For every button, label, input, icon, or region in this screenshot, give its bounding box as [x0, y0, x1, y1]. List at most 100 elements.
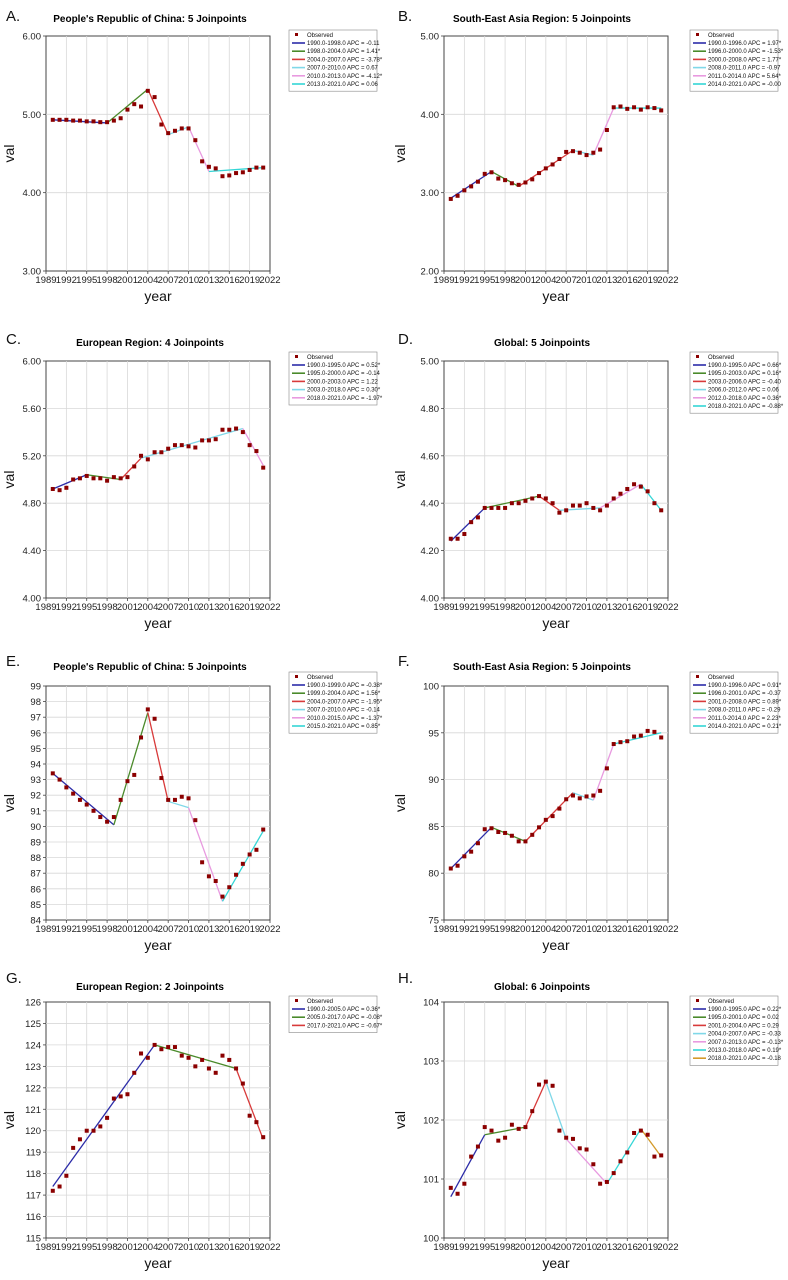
segment-line — [187, 807, 224, 902]
observed-point — [543, 817, 548, 822]
legend-entry: 2013.0-2021.0 APC = 0.06 — [307, 82, 379, 88]
observed-point — [220, 894, 225, 899]
y-axis: 100 101 102 103 104 — [423, 998, 668, 1245]
observed-point — [523, 498, 528, 503]
x-tick-label: 2022 — [259, 275, 280, 286]
observed-point — [125, 1092, 130, 1097]
legend-box — [288, 995, 378, 1033]
observed-point — [598, 788, 603, 793]
observed-point — [618, 740, 623, 745]
observed-point — [638, 1128, 643, 1133]
observed-point — [71, 1145, 76, 1150]
observed-point — [577, 1146, 582, 1151]
segment-line — [538, 495, 560, 511]
observed-point — [71, 791, 76, 796]
observed-point — [475, 1144, 480, 1149]
segment-line — [242, 428, 264, 466]
observed-point — [152, 95, 157, 100]
y-tick-label: 126 — [25, 998, 41, 1009]
legend-observed-marker — [696, 675, 699, 678]
x-tick-label: 2004 — [137, 275, 158, 286]
y-axis-label: val — [392, 794, 408, 812]
observed-point — [455, 536, 460, 541]
y-tick-label: 3.00 — [23, 267, 42, 278]
segment-line — [572, 149, 594, 156]
legend-entry: 1990.0-1996.0 APC = 1.97* — [708, 41, 782, 47]
observed-point — [632, 1130, 637, 1135]
segment-line — [524, 1081, 547, 1128]
observed-point — [645, 105, 650, 110]
y-tick-label: 4.20 — [421, 546, 440, 557]
legend-entry: 1995.0-2001.0 APC = 0.02 — [708, 1015, 780, 1021]
y-axis: 4.00 4.40 4.80 5.20 5.60 6.00 — [23, 357, 270, 605]
segment-line — [147, 89, 169, 135]
legend-observed-label: Observed — [307, 999, 333, 1005]
observed-point — [261, 827, 266, 832]
legend-entry: 1990.0-1995.0 APC = 0.66* — [708, 363, 782, 369]
legend-observed-marker — [696, 999, 699, 1002]
observed-point — [145, 1055, 150, 1060]
legend-observed-marker — [295, 999, 298, 1002]
observed-point — [200, 860, 205, 865]
panel-b: B. South-East Asia Region: 5 Joinpoints 19… — [392, 8, 784, 304]
observed-point — [118, 116, 123, 121]
observed-point — [152, 450, 157, 455]
legend-entry: 1996.0-2001.0 APC = -0.37 — [708, 691, 782, 697]
x-tick-label: 2010 — [576, 275, 597, 286]
panel-letter: B. — [398, 8, 412, 25]
y-tick-label: 5.60 — [23, 404, 42, 415]
observed-point — [475, 841, 480, 846]
y-tick-label: 122 — [25, 1083, 41, 1094]
y-tick-label: 75 — [428, 916, 439, 927]
legend-entry: 2018.0-2021.0 APC = -0.88* — [708, 404, 784, 410]
observed-point — [652, 501, 657, 506]
legend-entry: 2014.0-2021.0 APC = -0.00 — [708, 82, 782, 88]
observed-point — [111, 475, 116, 480]
x-tick-label: 2001 — [515, 1242, 536, 1253]
observed-point — [57, 488, 62, 493]
observed-point — [77, 797, 82, 802]
observed-point — [509, 501, 514, 506]
segment-line — [52, 1044, 156, 1187]
y-tick-label: 100 — [423, 1234, 439, 1245]
observed-point — [213, 879, 218, 883]
observed-point — [84, 802, 89, 807]
observed-point — [584, 153, 589, 158]
observed-point — [105, 478, 110, 483]
observed-point — [645, 728, 650, 733]
observed-point — [64, 485, 69, 490]
observed-point — [213, 1070, 218, 1075]
segment-line — [147, 712, 169, 802]
observed-point — [570, 793, 575, 798]
legend-entry: 1990.0-1995.0 APC = 0.22* — [708, 1007, 782, 1013]
observed-point — [261, 465, 266, 470]
observed-point — [530, 832, 535, 837]
x-axis-label: year — [542, 1255, 570, 1271]
y-tick-label: 85 — [428, 822, 439, 833]
observed-point — [462, 188, 467, 193]
x-axis: 1989 1992 1995 1998 2001 2004 2007 2010 2013 2016… — [35, 36, 281, 286]
observed-point — [523, 1125, 528, 1130]
observed-point — [172, 1045, 177, 1050]
observed-point — [530, 496, 535, 501]
observed-point — [111, 118, 116, 123]
observed-point — [172, 443, 177, 448]
observed-point — [179, 126, 184, 131]
segment-line — [221, 830, 264, 902]
observed-point — [489, 826, 494, 831]
observed-point — [145, 88, 150, 93]
observed-point — [105, 819, 110, 824]
legend: Observed 1990.0-1998.0 APC = -0.11 1998.0-… — [288, 29, 383, 92]
y-axis-label: val — [1, 471, 17, 489]
plot-frame — [45, 35, 271, 272]
y-tick-label: 115 — [26, 1234, 41, 1245]
x-tick-label: 2016 — [219, 924, 240, 935]
observed-point — [543, 166, 548, 171]
x-tick-label: 1992 — [56, 275, 77, 286]
observed-point — [659, 508, 664, 513]
observed-point — [139, 735, 144, 740]
legend-entry: 2011.0-2014.0 APC = 5.64* — [708, 74, 781, 80]
observed-point — [139, 1051, 144, 1056]
y-tick-label: 87 — [30, 869, 41, 880]
